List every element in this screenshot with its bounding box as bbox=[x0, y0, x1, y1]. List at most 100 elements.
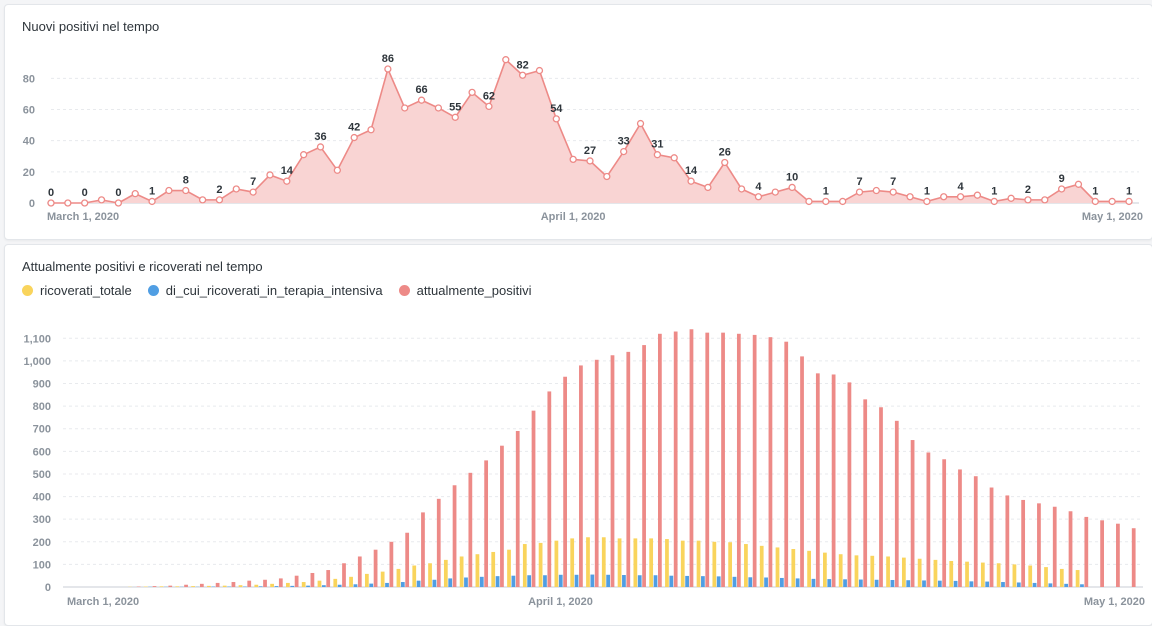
y-tick-label: 700 bbox=[33, 424, 51, 436]
bar-attualmente_positivi bbox=[405, 533, 409, 587]
data-label: 14 bbox=[685, 165, 698, 177]
bar-attualmente_positivi bbox=[848, 382, 852, 587]
bar-ricoverati_totale bbox=[539, 543, 543, 587]
bar-di_cui_ricoverati_in_terapia_intensiva bbox=[685, 576, 689, 587]
bar-di_cui_ricoverati_in_terapia_intensiva bbox=[827, 579, 831, 587]
bar-ricoverati_totale bbox=[918, 559, 922, 587]
data-point bbox=[1075, 181, 1081, 187]
bar-ricoverati_totale bbox=[476, 554, 480, 587]
y-tick-label: 0 bbox=[29, 198, 35, 210]
bar-ricoverati_totale bbox=[649, 538, 653, 587]
bar-ricoverati_totale bbox=[460, 556, 464, 587]
bar-attualmente_positivi bbox=[247, 581, 251, 587]
bar-di_cui_ricoverati_in_terapia_intensiva bbox=[433, 580, 437, 587]
bar-attualmente_positivi bbox=[421, 512, 425, 587]
data-point bbox=[334, 167, 340, 173]
bar-attualmente_positivi bbox=[311, 573, 315, 587]
data-point bbox=[1126, 198, 1132, 204]
bar-ricoverati_totale bbox=[365, 574, 369, 587]
bar-ricoverati_totale bbox=[712, 542, 716, 587]
bar-di_cui_ricoverati_in_terapia_intensiva bbox=[1080, 584, 1084, 587]
data-point bbox=[1059, 186, 1065, 192]
y-tick-label: 200 bbox=[33, 537, 51, 549]
bar-di_cui_ricoverati_in_terapia_intensiva bbox=[701, 576, 705, 587]
bar-attualmente_positivi bbox=[468, 473, 472, 587]
data-label: 0 bbox=[82, 187, 88, 199]
bar-di_cui_ricoverati_in_terapia_intensiva bbox=[796, 578, 800, 587]
bar-di_cui_ricoverati_in_terapia_intensiva bbox=[290, 586, 294, 587]
bar-attualmente_positivi bbox=[658, 334, 662, 587]
bar-ricoverati_totale bbox=[665, 539, 669, 587]
bar-attualmente_positivi bbox=[705, 333, 709, 587]
bar-di_cui_ricoverati_in_terapia_intensiva bbox=[843, 579, 847, 587]
x-tick-label: March 1, 2020 bbox=[47, 211, 119, 223]
data-point bbox=[166, 188, 172, 194]
data-label: 27 bbox=[584, 145, 596, 157]
bar-attualmente_positivi bbox=[974, 476, 978, 587]
bar-di_cui_ricoverati_in_terapia_intensiva bbox=[1033, 583, 1037, 587]
data-point bbox=[907, 194, 913, 200]
current-positives-chart: 01002003004005006007008009001,0001,100Ma… bbox=[5, 245, 1152, 625]
bar-ricoverati_totale bbox=[697, 541, 701, 587]
data-point bbox=[132, 191, 138, 197]
bar-attualmente_positivi bbox=[326, 570, 330, 587]
bar-ricoverati_totale bbox=[886, 556, 890, 587]
data-point bbox=[739, 186, 745, 192]
bar-di_cui_ricoverati_in_terapia_intensiva bbox=[764, 578, 768, 587]
bar-di_cui_ricoverati_in_terapia_intensiva bbox=[638, 575, 642, 587]
bar-ricoverati_totale bbox=[1028, 566, 1032, 587]
bar-ricoverati_totale bbox=[760, 546, 764, 587]
bar-ricoverati_totale bbox=[381, 572, 385, 587]
bar-attualmente_positivi bbox=[958, 469, 962, 587]
bar-di_cui_ricoverati_in_terapia_intensiva bbox=[733, 577, 737, 587]
data-point bbox=[469, 89, 475, 95]
data-point bbox=[318, 144, 324, 150]
bar-attualmente_positivi bbox=[358, 556, 362, 587]
bar-attualmente_positivi bbox=[200, 584, 204, 587]
bar-attualmente_positivi bbox=[816, 373, 820, 587]
y-tick-label: 60 bbox=[23, 105, 35, 117]
bar-ricoverati_totale bbox=[744, 544, 748, 587]
bar-di_cui_ricoverati_in_terapia_intensiva bbox=[511, 576, 515, 587]
data-point bbox=[924, 198, 930, 204]
x-tick-label: May 1, 2020 bbox=[1084, 596, 1145, 608]
bar-attualmente_positivi bbox=[579, 365, 583, 587]
y-tick-label: 20 bbox=[23, 167, 35, 179]
bar-di_cui_ricoverati_in_terapia_intensiva bbox=[259, 586, 263, 587]
x-tick-label: March 1, 2020 bbox=[67, 596, 139, 608]
data-label: 9 bbox=[1059, 173, 1065, 185]
bar-attualmente_positivi bbox=[168, 586, 172, 587]
bar-ricoverati_totale bbox=[555, 541, 559, 587]
bar-di_cui_ricoverati_in_terapia_intensiva bbox=[322, 585, 326, 587]
bar-attualmente_positivi bbox=[737, 334, 741, 587]
data-point bbox=[149, 198, 155, 204]
bar-di_cui_ricoverati_in_terapia_intensiva bbox=[338, 585, 342, 587]
bar-attualmente_positivi bbox=[769, 337, 773, 587]
bar-di_cui_ricoverati_in_terapia_intensiva bbox=[812, 579, 816, 587]
bar-attualmente_positivi bbox=[563, 377, 567, 587]
bar-di_cui_ricoverati_in_terapia_intensiva bbox=[938, 581, 942, 587]
data-point bbox=[284, 178, 290, 184]
bar-ricoverati_totale bbox=[444, 560, 448, 587]
data-label: 0 bbox=[48, 187, 54, 199]
bar-attualmente_positivi bbox=[879, 407, 883, 587]
bar-attualmente_positivi bbox=[1132, 528, 1136, 587]
data-point bbox=[1008, 195, 1014, 201]
data-point bbox=[941, 194, 947, 200]
bar-di_cui_ricoverati_in_terapia_intensiva bbox=[448, 578, 452, 587]
y-tick-label: 400 bbox=[33, 492, 51, 504]
data-label: 1 bbox=[823, 185, 829, 197]
bar-di_cui_ricoverati_in_terapia_intensiva bbox=[527, 575, 531, 587]
bar-attualmente_positivi bbox=[1084, 517, 1088, 587]
data-point bbox=[1042, 197, 1048, 203]
bar-ricoverati_totale bbox=[318, 581, 322, 587]
data-point bbox=[638, 121, 644, 127]
bar-ricoverati_totale bbox=[870, 556, 874, 587]
data-point bbox=[99, 197, 105, 203]
y-tick-label: 1,100 bbox=[23, 333, 51, 345]
data-point bbox=[267, 172, 273, 178]
y-tick-label: 900 bbox=[33, 379, 51, 391]
data-point bbox=[857, 189, 863, 195]
bar-ricoverati_totale bbox=[681, 541, 685, 587]
data-label: 42 bbox=[348, 122, 360, 134]
